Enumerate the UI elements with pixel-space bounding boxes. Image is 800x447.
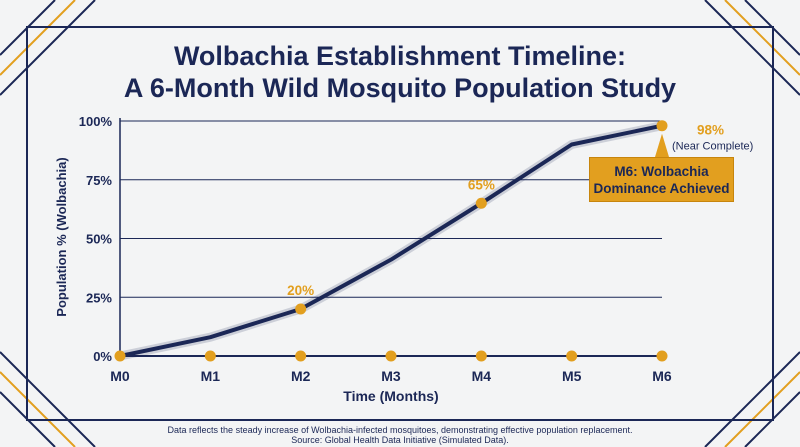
series-line-shadow <box>115 121 667 361</box>
footnote-line2: Source: Global Health Data Initiative (S… <box>291 435 509 445</box>
x-tick-label: M6 <box>652 368 672 384</box>
markers-group <box>114 120 668 362</box>
chart-frame <box>26 26 774 421</box>
data-point-marker <box>475 197 487 209</box>
y-axis-label: Population % (Wolbachia) <box>54 157 69 316</box>
baseline-marker <box>385 350 397 362</box>
data-labels-group: 20% 65% 98% (Near Complete) <box>287 123 753 298</box>
data-point-marker <box>114 350 126 362</box>
data-label: 65% <box>468 177 495 192</box>
baseline-marker <box>566 350 578 362</box>
data-label: 98% <box>697 123 724 138</box>
x-tick-label: M4 <box>472 368 492 384</box>
x-tick-label: M1 <box>201 368 221 384</box>
y-tick-label: 75% <box>86 173 112 188</box>
gridlines <box>120 120 662 357</box>
callout-line2: Dominance Achieved <box>593 180 730 196</box>
x-tick-label: M3 <box>381 368 401 384</box>
baseline-marker <box>295 350 307 362</box>
y-tick-label: 100% <box>79 114 113 129</box>
x-axis-label: Time (Months) <box>343 388 438 404</box>
y-tick-label: 50% <box>86 232 112 247</box>
x-tick-label: M2 <box>291 368 311 384</box>
x-tick-label: M5 <box>562 368 582 384</box>
footnote-line1: Data reflects the steady increase of Wol… <box>167 425 633 435</box>
baseline-marker <box>204 350 216 362</box>
chart-title-line2: A 6-Month Wild Mosquito Population Study <box>123 73 677 103</box>
y-tick-label: 25% <box>86 290 112 305</box>
baseline-marker <box>475 350 487 362</box>
series-line-group <box>115 121 667 361</box>
x-tick-labels: M0 M1 M2 M3 M4 M5 M6 <box>110 368 672 384</box>
x-tick-label: M0 <box>110 368 130 384</box>
data-point-marker <box>295 303 307 315</box>
callout-line1: M6: Wolbachia <box>614 163 709 179</box>
callout-pointer <box>655 133 669 157</box>
callout-box: M6: Wolbachia Dominance Achieved <box>589 157 734 202</box>
y-tick-label: 0% <box>93 349 112 364</box>
series-line <box>118 123 664 358</box>
data-point-marker <box>656 120 668 132</box>
chart-title-line1: Wolbachia Establishment Timeline: <box>173 41 627 71</box>
y-tick-labels: 0% 25% 50% 75% 100% <box>79 114 113 364</box>
data-label: 20% <box>287 283 314 298</box>
data-label-note: (Near Complete) <box>672 141 753 153</box>
baseline-marker <box>656 350 668 362</box>
